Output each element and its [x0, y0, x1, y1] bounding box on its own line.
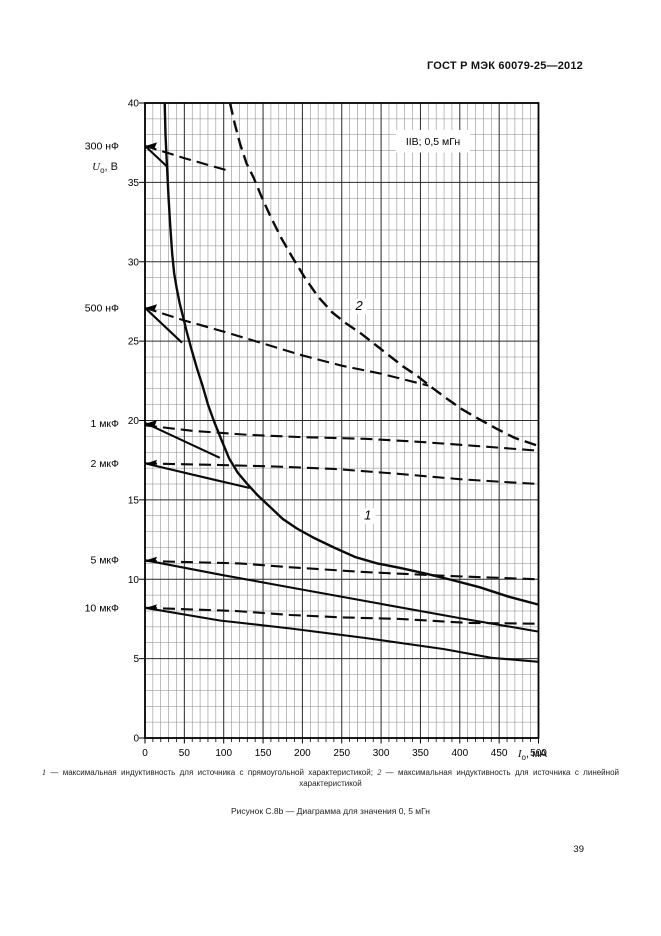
- y-tick-label: 0: [133, 734, 139, 745]
- series-C-500nF-rectangular: [144, 307, 183, 344]
- capacitance-marks: 300 нФ 500 нФ 1 мкФ 2 мкФ 5 мкФ 10 мкФ: [85, 140, 157, 614]
- legend: IIB; 0,5 мГн: [396, 130, 470, 153]
- series-C-10uF-rectangular: [144, 606, 539, 663]
- cap-arrow-icon: [146, 604, 157, 611]
- series-L-limit-rectangular: [163, 102, 539, 606]
- cap-label: 1 мкФ: [90, 418, 119, 430]
- x-tick-label: 200: [294, 748, 311, 759]
- x-tick-label: 0: [142, 748, 148, 759]
- legend-label: IIB; 0,5 мГн: [406, 136, 461, 148]
- tick-labels: 0 50 100 150 200 250 300 350 400 450 500 0 5 10 15 20 25…: [128, 99, 547, 760]
- series-C-2uF-linear: [144, 462, 539, 486]
- footnote-curve1-text: — максимальная индуктивность для источни…: [50, 768, 373, 777]
- x-tick-label: 400: [451, 748, 468, 759]
- series-C-300nF-linear: [144, 144, 228, 172]
- y-tick-label: 40: [128, 99, 140, 110]
- cap-label: 2 мкФ: [90, 458, 119, 470]
- y-axis-subscript: о: [100, 166, 105, 176]
- x-tick-label: 350: [412, 748, 429, 759]
- x-axis-label: Iо, мА: [518, 748, 547, 762]
- series-L-limit-linear: [228, 102, 539, 448]
- y-axis-label: Uо, В: [92, 161, 118, 175]
- x-axis-unit: , мА: [525, 748, 547, 760]
- cap-label: 5 мкФ: [90, 555, 119, 567]
- curves: [144, 102, 539, 663]
- footnote-curve2-text: — максимальная индуктивность для источни…: [299, 768, 619, 788]
- cap-arrow-icon: [146, 420, 157, 427]
- x-tick-label: 450: [491, 748, 508, 759]
- y-tick-label: 10: [128, 575, 140, 586]
- y-axis-symbol: U: [92, 161, 101, 173]
- figure-caption: Рисунок С.8b — Диаграмма для значения 0,…: [231, 806, 430, 816]
- page-number: 39: [573, 844, 584, 855]
- figure-footnote: 1 — максимальная индуктивность для источ…: [42, 767, 619, 789]
- x-axis-symbol: I: [517, 748, 522, 760]
- series-C-10uF-linear: [144, 606, 539, 625]
- cap-label: 300 нФ: [85, 140, 119, 152]
- y-tick-label: 15: [128, 495, 140, 506]
- y-axis-unit: , В: [104, 161, 118, 173]
- y-tick-label: 25: [128, 337, 140, 348]
- curve-label-halo: [351, 298, 368, 315]
- series-C-1uF-linear: [144, 424, 539, 452]
- series-C-300nF-rectangular: [144, 145, 168, 168]
- series-C-5uF-rectangular: [144, 559, 539, 633]
- axis-ticks: [139, 102, 539, 744]
- y-tick-label: 5: [133, 654, 139, 665]
- footnote-curve2-ref: 2: [377, 768, 382, 777]
- cap-label: 10 мкФ: [85, 602, 119, 614]
- series-C-500nF-linear: [144, 306, 429, 387]
- cap-label: 500 нФ: [85, 302, 119, 314]
- legend-box: [396, 130, 470, 153]
- cap-arrow-icon: [146, 556, 157, 563]
- document-header: ГОСТ Р МЭК 60079-25—2012: [426, 60, 583, 72]
- curve-label-halo: [359, 508, 376, 524]
- y-tick-label: 35: [128, 178, 140, 189]
- x-tick-label: 100: [215, 748, 232, 759]
- x-tick-label: 150: [255, 748, 272, 759]
- x-tick-label: 50: [179, 748, 191, 759]
- y-tick-label: 30: [128, 257, 140, 268]
- series-C-1uF-rectangular: [144, 421, 221, 459]
- curve-number-labels: 12: [351, 298, 376, 524]
- series-C-2uF-rectangular: [144, 462, 250, 490]
- cap-arrow-icon: [146, 304, 157, 311]
- cap-arrow-icon: [146, 142, 157, 149]
- curve-label: 1: [364, 508, 371, 523]
- series-C-5uF-linear: [144, 559, 539, 581]
- x-tick-label: 500: [530, 748, 547, 759]
- y-tick-label: 20: [128, 416, 140, 427]
- footnote-curve1-ref: 1: [42, 768, 46, 777]
- x-tick-label: 250: [333, 748, 350, 759]
- x-axis-subscript: о: [521, 753, 526, 763]
- x-tick-label: 300: [373, 748, 390, 759]
- curve-label: 2: [354, 298, 363, 313]
- cap-arrow-icon: [146, 459, 157, 466]
- plot-border: [144, 102, 540, 739]
